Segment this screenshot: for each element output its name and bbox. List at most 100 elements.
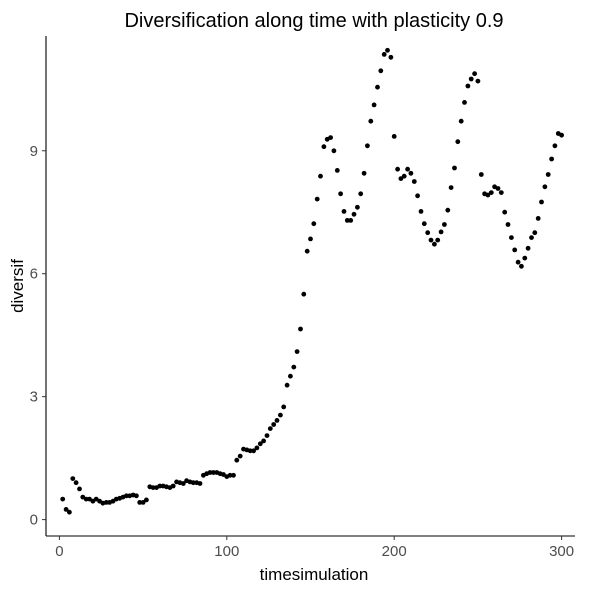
- data-point: [385, 47, 390, 53]
- data-point: [452, 165, 457, 171]
- data-point: [472, 71, 477, 77]
- data-point: [542, 184, 548, 190]
- data-point: [488, 190, 494, 196]
- y-tick-label: 9: [30, 143, 38, 160]
- data-point: [435, 237, 441, 243]
- data-point: [428, 237, 434, 243]
- data-point: [103, 500, 109, 505]
- data-point: [190, 480, 196, 486]
- data-point: [478, 172, 484, 177]
- data-point: [311, 221, 317, 227]
- data-point: [381, 52, 387, 57]
- data-point: [421, 221, 427, 227]
- data-point: [532, 230, 538, 236]
- y-tick-label: 3: [30, 389, 38, 406]
- data-point: [137, 500, 143, 505]
- x-ticks: 0 100 200 300: [55, 536, 574, 560]
- data-point: [415, 193, 420, 199]
- data-point: [284, 382, 290, 388]
- data-point: [378, 68, 384, 74]
- data-point: [140, 500, 146, 505]
- data-point: [368, 118, 374, 124]
- data-point: [247, 448, 253, 454]
- chart-title: Diversification along time with plastici…: [124, 10, 503, 32]
- data-point: [267, 426, 273, 431]
- data-point: [278, 412, 283, 418]
- y-ticks: 0 3 6 9: [30, 143, 46, 529]
- data-point: [519, 263, 524, 269]
- data-point: [442, 222, 447, 227]
- data-point: [234, 457, 240, 463]
- data-point: [67, 509, 72, 515]
- x-tick-label: 200: [382, 543, 407, 560]
- data-point: [539, 199, 544, 205]
- data-point: [462, 100, 467, 105]
- data-point: [254, 445, 260, 451]
- data-point: [448, 185, 454, 191]
- data-point: [432, 241, 437, 247]
- data-point: [197, 481, 203, 486]
- data-point: [70, 476, 76, 481]
- data-point: [124, 493, 129, 499]
- data-point: [170, 483, 176, 489]
- data-point: [264, 433, 270, 438]
- data-point: [549, 156, 554, 162]
- data-point: [261, 438, 266, 444]
- data-point: [298, 326, 303, 332]
- data-point: [257, 441, 263, 447]
- data-point: [535, 216, 541, 221]
- data-point: [455, 139, 461, 145]
- data-point: [304, 248, 310, 254]
- data-point: [468, 76, 474, 82]
- x-tick-label: 100: [214, 543, 239, 560]
- data-point: [318, 173, 323, 179]
- data-point: [371, 102, 377, 108]
- data-point: [418, 209, 424, 214]
- y-tick-label: 6: [30, 266, 38, 283]
- data-point: [351, 211, 357, 217]
- data-point: [438, 229, 444, 235]
- data-point: [281, 404, 287, 410]
- data-point: [502, 209, 508, 215]
- data-point: [358, 191, 364, 197]
- data-point: [77, 486, 82, 492]
- data-point: [157, 483, 163, 489]
- data-point: [515, 259, 521, 265]
- data-point: [144, 497, 149, 503]
- data-point: [150, 485, 156, 490]
- data-point: [331, 148, 337, 154]
- data-point: [529, 235, 534, 241]
- data-point: [60, 496, 66, 502]
- data-point: [458, 118, 464, 124]
- data-point: [355, 204, 360, 210]
- data-point: [391, 134, 397, 139]
- data-point: [251, 448, 256, 454]
- data-point: [445, 207, 451, 213]
- data-point: [227, 472, 233, 478]
- data-point: [348, 218, 354, 223]
- x-tick-label: 0: [55, 543, 63, 560]
- data-point: [408, 170, 414, 176]
- data-point: [411, 179, 417, 184]
- data-point: [395, 166, 400, 172]
- data-point: [341, 209, 347, 214]
- data-point: [388, 54, 394, 60]
- data-point: [294, 349, 300, 354]
- data-point: [63, 507, 69, 512]
- data-point: [328, 135, 333, 141]
- data-point: [73, 480, 79, 486]
- data-point: [334, 168, 340, 173]
- data-point: [475, 78, 481, 84]
- data-point: [495, 186, 501, 191]
- data-point: [271, 422, 277, 427]
- data-point: [465, 83, 471, 89]
- data-point: [274, 418, 280, 423]
- data-point: [498, 190, 504, 196]
- data-point: [314, 196, 320, 202]
- x-tick-label: 300: [549, 543, 574, 560]
- plot-points: [60, 47, 564, 515]
- data-point: [301, 291, 307, 297]
- x-axis-title: timesimulation: [260, 565, 369, 584]
- data-point: [512, 247, 518, 253]
